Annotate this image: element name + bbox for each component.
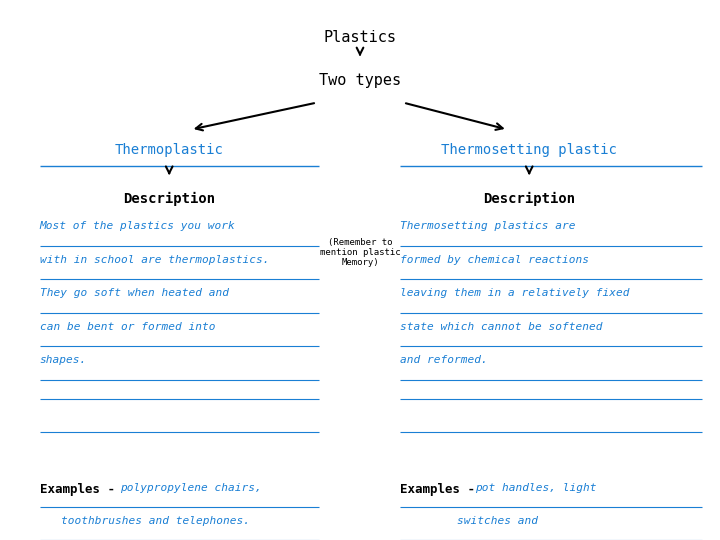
Text: shapes.: shapes. <box>40 355 87 366</box>
Text: pot handles, light: pot handles, light <box>475 483 597 492</box>
Text: formed by chemical reactions: formed by chemical reactions <box>400 255 589 265</box>
Text: can be bent or formed into: can be bent or formed into <box>40 322 215 332</box>
Text: Most of the plastics you work: Most of the plastics you work <box>40 221 235 232</box>
Text: Description: Description <box>483 192 575 206</box>
Text: and reformed.: and reformed. <box>400 355 487 366</box>
Text: (Remember to
mention plastic
Memory): (Remember to mention plastic Memory) <box>320 238 400 267</box>
Text: state which cannot be softened: state which cannot be softened <box>400 322 602 332</box>
Text: switches and: switches and <box>457 516 539 526</box>
Text: Thermosetting plastics are: Thermosetting plastics are <box>400 221 575 232</box>
Text: Thermosetting plastic: Thermosetting plastic <box>441 143 617 157</box>
Text: leaving them in a relatively fixed: leaving them in a relatively fixed <box>400 288 629 299</box>
Text: Examples -: Examples - <box>400 483 482 496</box>
Text: toothbrushes and telephones.: toothbrushes and telephones. <box>61 516 251 526</box>
Text: They go soft when heated and: They go soft when heated and <box>40 288 229 299</box>
Text: polypropylene chairs,: polypropylene chairs, <box>120 483 262 492</box>
Text: with in school are thermoplastics.: with in school are thermoplastics. <box>40 255 269 265</box>
Text: Thermoplastic: Thermoplastic <box>114 143 224 157</box>
Text: Two types: Two types <box>319 73 401 88</box>
Text: Plastics: Plastics <box>323 30 397 45</box>
Text: Examples -: Examples - <box>40 483 114 496</box>
Text: Description: Description <box>123 192 215 206</box>
